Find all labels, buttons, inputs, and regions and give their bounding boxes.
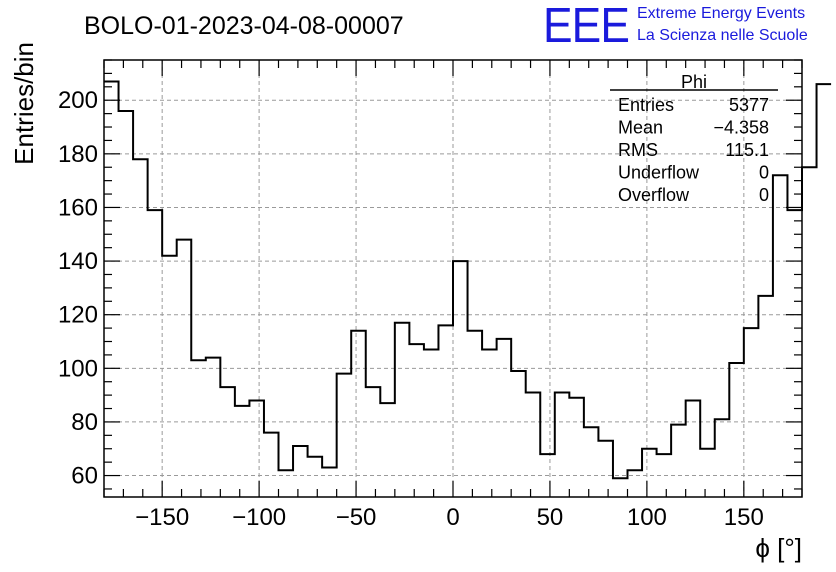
x-tick-label: 50 [537,504,564,531]
stats-box: Phi Entries 5377 Mean −4.358 RMS 115.1 Underfl… [610,72,778,205]
x-tick-label: 150 [724,504,764,531]
stats-title: Phi [681,72,707,92]
y-tick-labels: 60 80 100 120 140 160 180 200 [58,87,98,489]
grid-lines [104,60,802,497]
y-tick-label: 140 [58,248,98,275]
logo-line1: Extreme Energy Events [637,5,805,22]
y-tick-label: 60 [71,463,98,490]
stats-label: Underflow [618,163,700,183]
stats-label: Mean [618,118,663,138]
y-tick-label: 80 [71,409,98,436]
x-tick-label: −50 [336,504,377,531]
logo-mark: EEE [543,0,629,53]
histogram-line [104,80,832,480]
y-tick-label: 200 [58,87,98,114]
eee-logo: EEE Extreme Energy Events La Scienza nel… [543,0,808,53]
logo-line2: La Scienza nelle Scuole [637,27,808,44]
x-axis-label: ϕ [°] [755,533,802,563]
stats-label: Overflow [618,185,690,205]
stats-label: Entries [618,95,674,115]
stats-value: 115.1 [725,140,769,160]
x-tick-label: −100 [232,504,286,531]
y-tick-label: 160 [58,194,98,221]
stats-value: −4.358 [713,118,769,138]
x-tick-label: 100 [627,504,667,531]
chart-title: BOLO-01-2023-04-08-00007 [84,12,404,40]
stats-rows: Entries 5377 Mean −4.358 RMS 115.1 Underflow 0 O… [618,95,769,205]
x-tick-labels: −150 −100 −50 0 50 100 150 [135,504,764,531]
y-axis-label: Entries/bin [9,42,39,165]
stats-value: 5377 [729,95,769,115]
y-tick-label: 100 [58,355,98,382]
stats-value: 0 [759,185,769,205]
y-tick-label: 180 [58,141,98,168]
y-tick-label: 120 [58,302,98,329]
stats-label: RMS [618,140,658,160]
plot-frame [103,59,803,498]
stats-value: 0 [759,163,769,183]
x-tick-label: 0 [446,504,459,531]
x-tick-label: −150 [135,504,189,531]
